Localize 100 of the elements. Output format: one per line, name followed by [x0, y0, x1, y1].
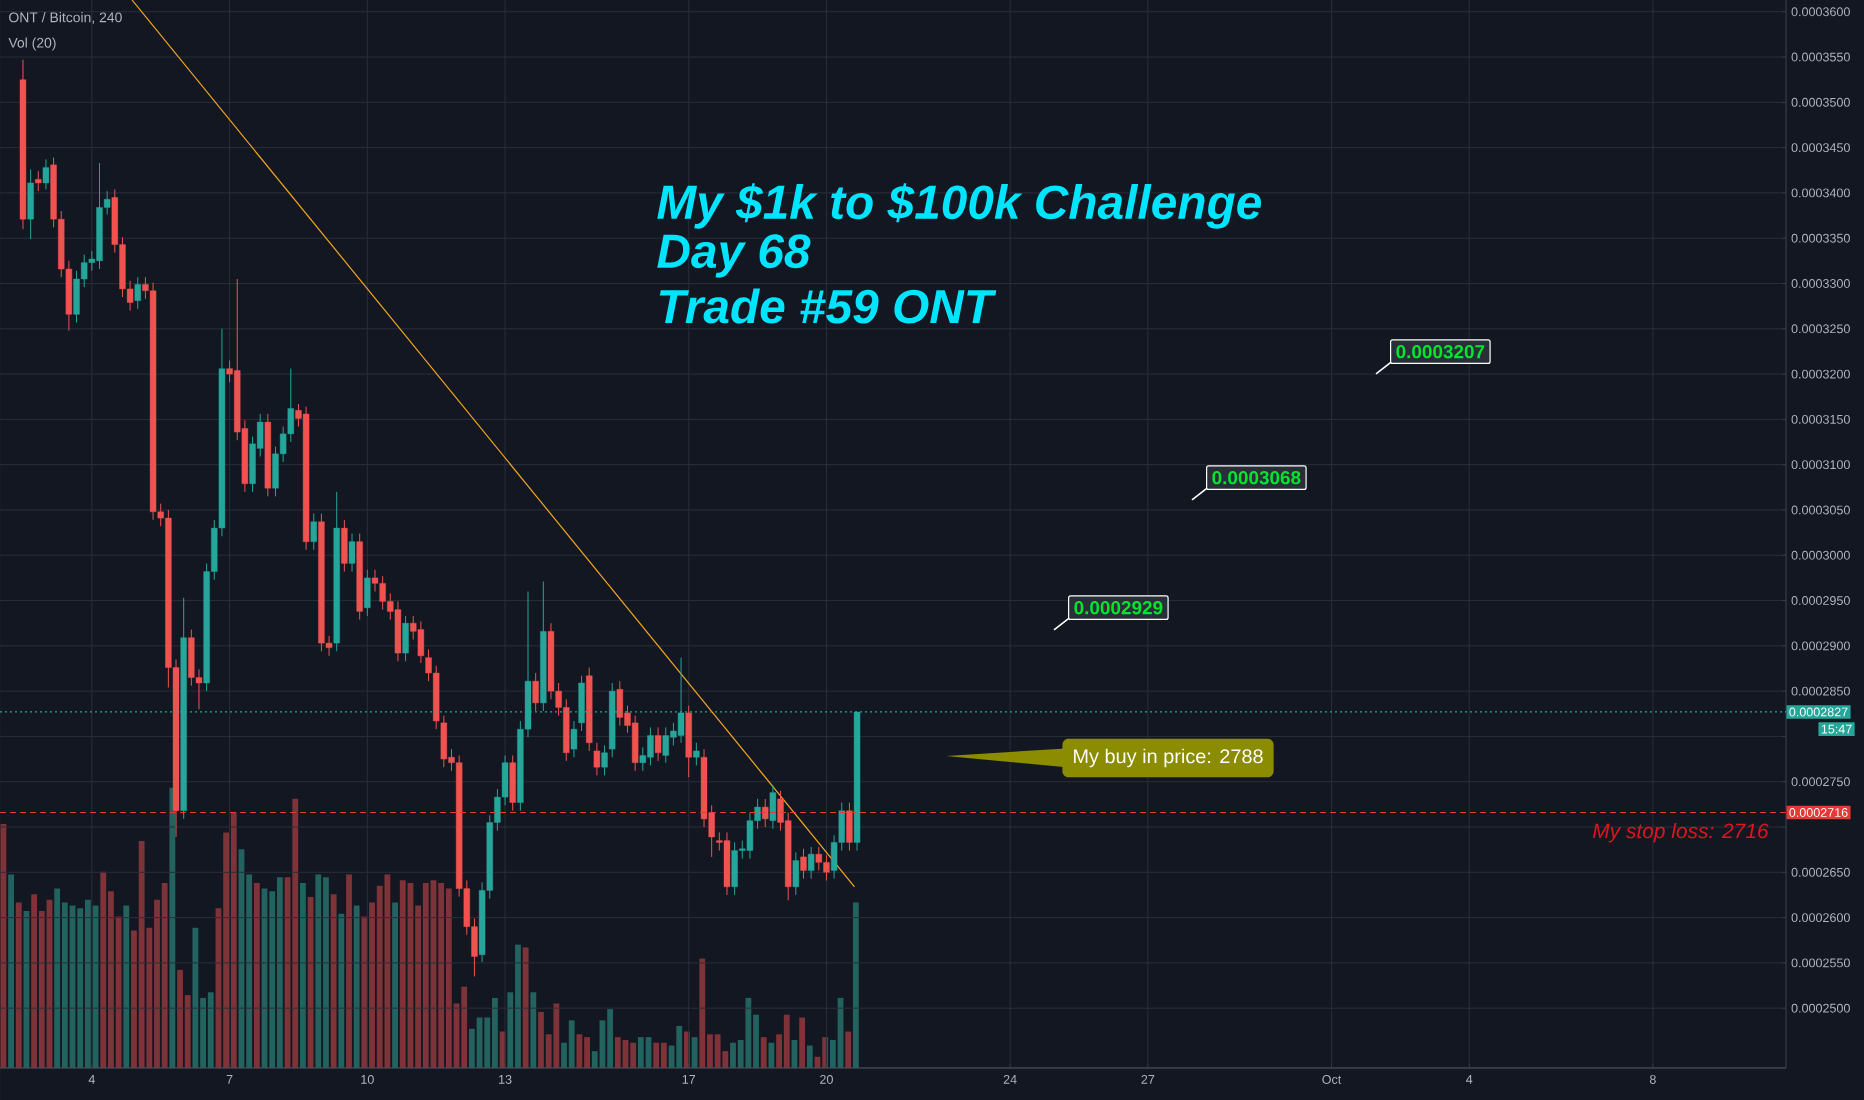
candlestick [134, 276, 141, 310]
bar [207, 992, 214, 1068]
candlestick [27, 168, 34, 240]
candlestick [341, 519, 348, 573]
bar [31, 894, 38, 1068]
bar [8, 874, 14, 1068]
bar [584, 1037, 590, 1068]
candlestick [731, 841, 738, 896]
bar [530, 992, 537, 1068]
bar [806, 1045, 813, 1068]
candlestick [807, 846, 815, 880]
candlestick [823, 854, 830, 881]
annotation: My buy in price: 2788 [1074, 748, 1263, 768]
candlestick [792, 851, 800, 896]
bar [676, 1025, 683, 1068]
candlestick [647, 726, 654, 766]
candlestick [693, 742, 700, 766]
bar [292, 798, 299, 1068]
candlestick [685, 705, 692, 778]
bar [607, 1009, 614, 1068]
bar [553, 1003, 560, 1068]
candlestick [662, 726, 669, 764]
bar [637, 1037, 644, 1068]
annotation: 0.0002929 [1074, 600, 1163, 615]
annotation: 0.0003068 [1212, 470, 1301, 485]
bar [653, 1042, 660, 1068]
candlestick [800, 848, 807, 880]
bar [515, 944, 521, 1068]
bar [445, 888, 452, 1068]
candlestick [769, 784, 777, 830]
bar [422, 882, 429, 1068]
bar [630, 1042, 637, 1068]
bar [660, 1042, 667, 1068]
bar [323, 877, 329, 1068]
bar [461, 986, 468, 1068]
annotation: My stop loss: 2716 [1592, 822, 1769, 843]
bar [161, 882, 168, 1068]
bar [177, 969, 183, 1068]
bar [799, 1017, 806, 1068]
bar [123, 905, 130, 1068]
bar [100, 871, 107, 1068]
bar [307, 896, 314, 1068]
bar [192, 927, 199, 1068]
candlestick [310, 513, 317, 551]
bar [568, 1020, 575, 1068]
candlestick [815, 846, 822, 871]
bar [699, 958, 706, 1068]
bar [276, 877, 283, 1068]
candlestick [532, 672, 539, 712]
bar [338, 913, 345, 1068]
candlestick [846, 802, 853, 852]
bar [399, 880, 406, 1068]
candlestick [73, 270, 80, 323]
bar [745, 997, 752, 1068]
annotation: My $1k to $100k Challenge [657, 183, 1261, 229]
bar [0, 824, 7, 1068]
candlestick [402, 615, 409, 662]
candlestick [631, 715, 639, 772]
candlestick [762, 798, 769, 828]
candlestick [364, 569, 371, 617]
candlestick [723, 831, 731, 896]
candlestick [654, 726, 662, 762]
bar [760, 1037, 767, 1068]
bar [768, 1042, 775, 1068]
candlestick [563, 698, 570, 762]
candlestick [35, 170, 42, 192]
candlestick [509, 754, 516, 812]
bar [783, 1014, 790, 1068]
bar [576, 1034, 583, 1068]
bar [300, 882, 306, 1068]
bar [714, 1034, 721, 1068]
bar [522, 947, 529, 1068]
bar [230, 812, 237, 1068]
bar [330, 894, 337, 1068]
bar [15, 902, 22, 1068]
bar [54, 888, 61, 1068]
bar [538, 1011, 544, 1068]
bar [353, 905, 360, 1068]
bar [84, 899, 91, 1068]
candlestick [42, 158, 50, 190]
bar [346, 874, 352, 1068]
candlestick [616, 680, 624, 727]
bar [438, 882, 445, 1068]
bar [492, 997, 498, 1068]
bar [392, 902, 398, 1068]
candlestick [379, 575, 386, 611]
bar [691, 1037, 698, 1068]
candlestick [601, 744, 608, 776]
annotation: Trade #59 ONT [659, 288, 997, 324]
bar [138, 840, 145, 1068]
candlestick [394, 600, 402, 662]
candlestick [348, 533, 356, 573]
bar [845, 1031, 852, 1068]
bar [77, 908, 84, 1068]
annotation: 0.0003207 [1396, 344, 1485, 359]
bar [730, 1042, 736, 1068]
bar [384, 874, 391, 1068]
bar [614, 1037, 621, 1068]
annotation: Day 68 [657, 234, 811, 278]
bar [852, 902, 859, 1068]
